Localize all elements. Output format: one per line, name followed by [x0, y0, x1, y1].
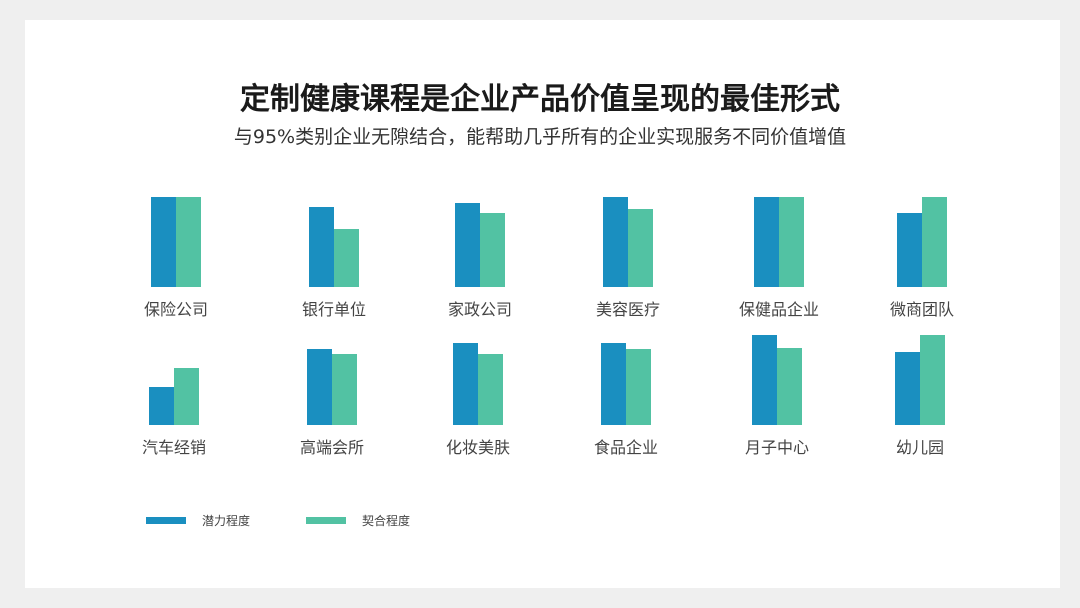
bar-potential [307, 348, 332, 425]
chart-title: 定制健康课程是企业产品价值呈现的最佳形式 [240, 82, 840, 117]
category-label: 微商团队 [889, 300, 954, 319]
bar-potential [754, 197, 779, 287]
bars [709, 195, 849, 287]
chart-subtitle: 与95%类别企业无隙结合，能帮助几乎所有的企业实现服务不同价值增值 [233, 126, 847, 148]
bar-fit [334, 229, 359, 287]
category-label: 月子中心 [744, 438, 809, 457]
category-label: 食品企业 [593, 438, 658, 457]
bars [104, 333, 244, 425]
bar-potential [752, 335, 777, 425]
bars [262, 333, 402, 425]
bars [707, 333, 847, 425]
bar-fit [777, 347, 802, 425]
category-label: 家政公司 [447, 300, 512, 319]
bars [408, 333, 548, 425]
bar-fit [174, 368, 199, 425]
bar-fit [920, 335, 945, 425]
bar-potential [309, 206, 334, 287]
bars [852, 195, 992, 287]
bar-fit [332, 353, 357, 425]
category-label: 高端会所 [299, 438, 364, 457]
legend-label: 契合程度 [362, 514, 411, 528]
legend-label: 潜力程度 [202, 514, 251, 528]
bar-fit [626, 349, 651, 425]
bar-potential [603, 197, 628, 287]
bars [556, 333, 696, 425]
bar-potential [895, 352, 920, 425]
bars [264, 195, 404, 287]
bar-potential [897, 213, 922, 287]
legend-item-potential: 潜力程度 [146, 512, 250, 529]
category-label: 化妆美肤 [445, 438, 510, 457]
bars [558, 195, 698, 287]
category-label: 幼儿园 [895, 438, 944, 457]
bar-potential [455, 203, 480, 287]
legend-item-fit: 契合程度 [306, 512, 410, 529]
bar-fit [176, 197, 201, 287]
slide-card [25, 20, 1060, 588]
bar-fit [478, 353, 503, 425]
category-label: 银行单位 [301, 300, 366, 319]
legend-swatch-fit [306, 517, 346, 524]
bar-fit [628, 208, 653, 287]
bar-fit [480, 213, 505, 287]
bars [410, 195, 550, 287]
bars [106, 195, 246, 287]
bar-potential [151, 197, 176, 287]
legend-swatch-potential [146, 517, 186, 524]
bar-potential [601, 343, 626, 425]
category-label: 保险公司 [143, 300, 208, 319]
bar-potential [149, 387, 174, 425]
category-label: 保健品企业 [738, 300, 819, 319]
category-label: 汽车经销 [141, 438, 206, 457]
category-label: 美容医疗 [595, 300, 660, 319]
bar-fit [779, 197, 804, 287]
bar-potential [453, 343, 478, 425]
bar-fit [922, 197, 947, 287]
bars [850, 333, 990, 425]
